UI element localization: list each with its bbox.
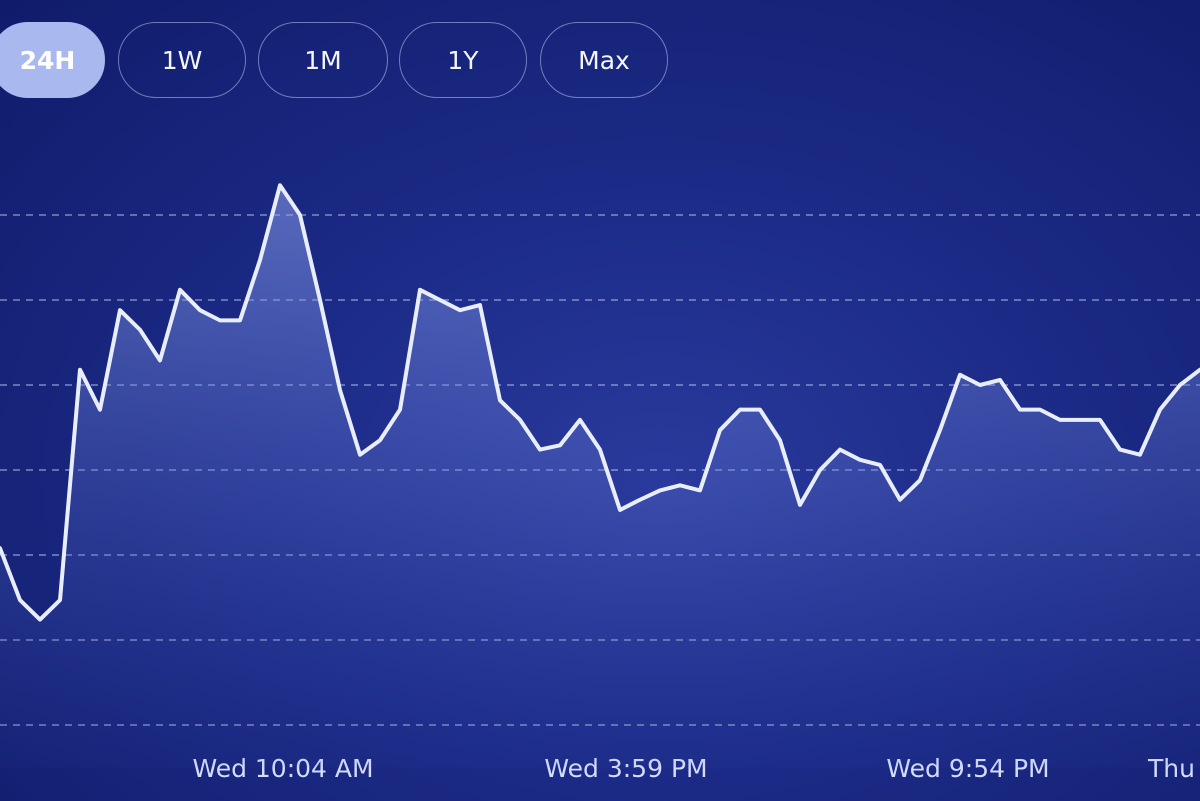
range-button[interactable]: 24H: [0, 22, 105, 98]
area: [0, 185, 1200, 768]
range-buttons: 24H 1W 1M 1Y Max: [0, 0, 1200, 120]
range-button[interactable]: Max: [540, 22, 668, 98]
line: [0, 183, 1200, 622]
range-button[interactable]: 1W: [118, 22, 246, 98]
range-button[interactable]: 1Y: [399, 22, 527, 98]
range-button[interactable]: 1M: [258, 22, 388, 98]
